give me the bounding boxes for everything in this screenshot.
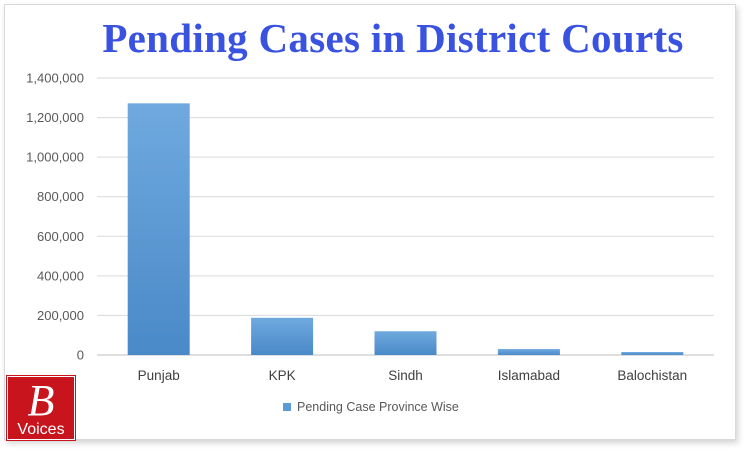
y-axis-ticks: 0 200,000 400,000 600,000 800,000 1,000,000 1,… xyxy=(26,71,84,363)
bar-sindh xyxy=(374,331,437,355)
y-tick-label: 1,200,000 xyxy=(26,110,84,125)
logo-word: Voices xyxy=(17,421,65,438)
legend: Pending Case Province Wise xyxy=(283,400,459,414)
y-tick-label: 0 xyxy=(77,348,84,363)
x-category-label: Islamabad xyxy=(498,368,560,383)
bar-balochistan xyxy=(621,352,684,355)
chart-frame xyxy=(4,4,736,440)
legend-swatch xyxy=(283,403,291,411)
y-tick-label: 1,400,000 xyxy=(26,71,84,86)
bar-islamabad xyxy=(497,349,560,355)
x-category-label: KPK xyxy=(269,368,296,383)
bar-punjab xyxy=(127,103,190,355)
bar-kpk xyxy=(251,317,314,355)
y-tick-label: 400,000 xyxy=(37,268,84,283)
grid-lines xyxy=(97,77,714,356)
y-tick-label: 600,000 xyxy=(37,229,84,244)
legend-label: Pending Case Province Wise xyxy=(297,400,459,414)
y-tick-label: 800,000 xyxy=(37,189,84,204)
x-axis-labels: Punjab KPK Sindh Islamabad Balochistan xyxy=(138,368,688,383)
logo-letter: B xyxy=(27,376,55,425)
x-category-label: Punjab xyxy=(138,368,180,383)
y-tick-label: 1,000,000 xyxy=(26,150,84,165)
bars xyxy=(127,103,684,355)
x-category-label: Sindh xyxy=(388,368,423,383)
chart-title: Pending Cases in District Courts xyxy=(102,15,684,61)
y-tick-label: 200,000 xyxy=(37,308,84,323)
b-voices-logo: B Voices xyxy=(7,376,75,440)
x-category-label: Balochistan xyxy=(617,368,687,383)
